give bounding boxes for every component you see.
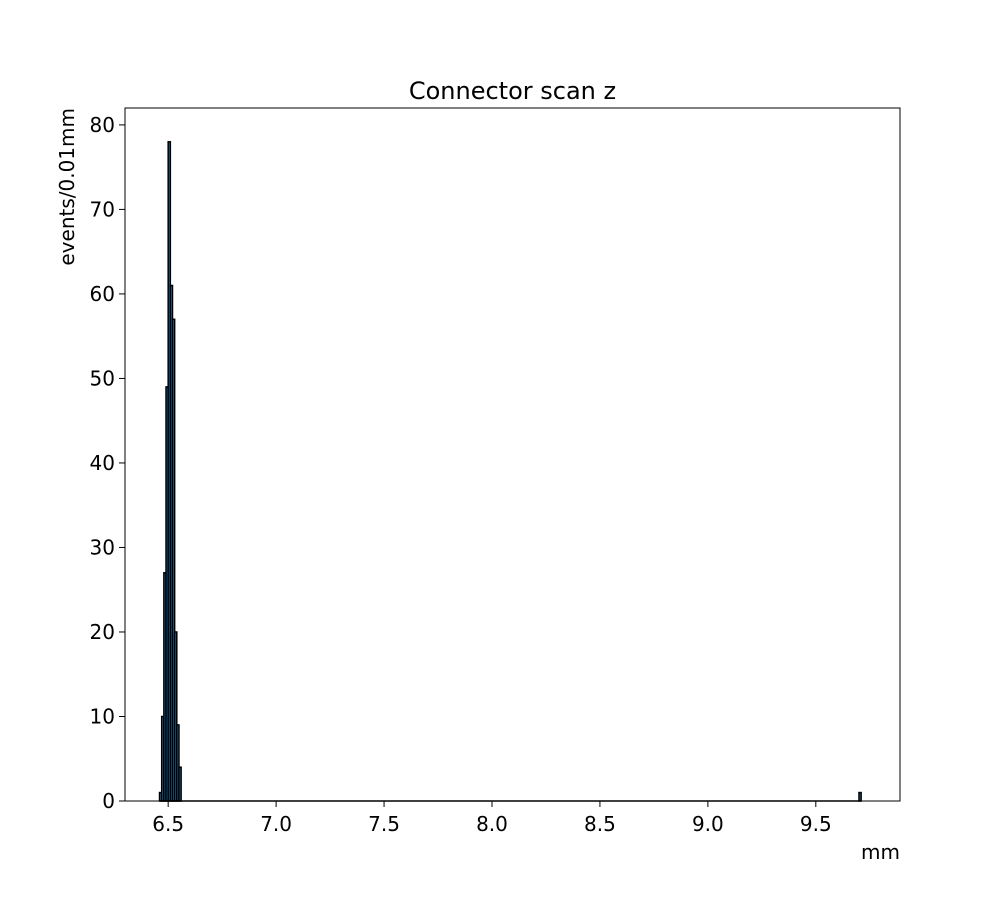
y-tick-label: 0 (102, 789, 115, 813)
x-tick-label: 9.0 (692, 812, 724, 836)
y-tick-label: 40 (90, 451, 115, 475)
x-tick-label: 7.5 (368, 812, 400, 836)
histogram-bar (858, 791, 862, 802)
y-tick-label: 10 (90, 704, 115, 728)
x-tick-label: 7.0 (260, 812, 292, 836)
x-axis-label: mm (861, 840, 900, 864)
y-tick-label: 50 (90, 366, 115, 390)
y-axis-ticks: 0 10 20 30 40 50 60 70 80 (90, 113, 125, 813)
chart-title: Connector scan z (409, 77, 616, 105)
y-tick-label: 30 (90, 535, 115, 559)
y-tick-label: 60 (90, 282, 115, 306)
y-tick-label: 20 (90, 620, 115, 644)
histogram-bar (178, 766, 182, 802)
x-tick-label: 6.5 (152, 812, 184, 836)
y-tick-label: 70 (90, 197, 115, 221)
y-tick-label: 80 (90, 113, 115, 137)
y-axis-label: events/0.01mm (55, 108, 79, 266)
histogram-bars (158, 141, 862, 802)
x-tick-label: 8.0 (476, 812, 508, 836)
plot-frame (124, 107, 901, 802)
x-tick-label: 8.5 (584, 812, 616, 836)
x-axis-ticks: 6.5 7.0 7.5 8.0 8.5 9.0 9.5 (152, 801, 832, 836)
x-tick-label: 9.5 (800, 812, 832, 836)
